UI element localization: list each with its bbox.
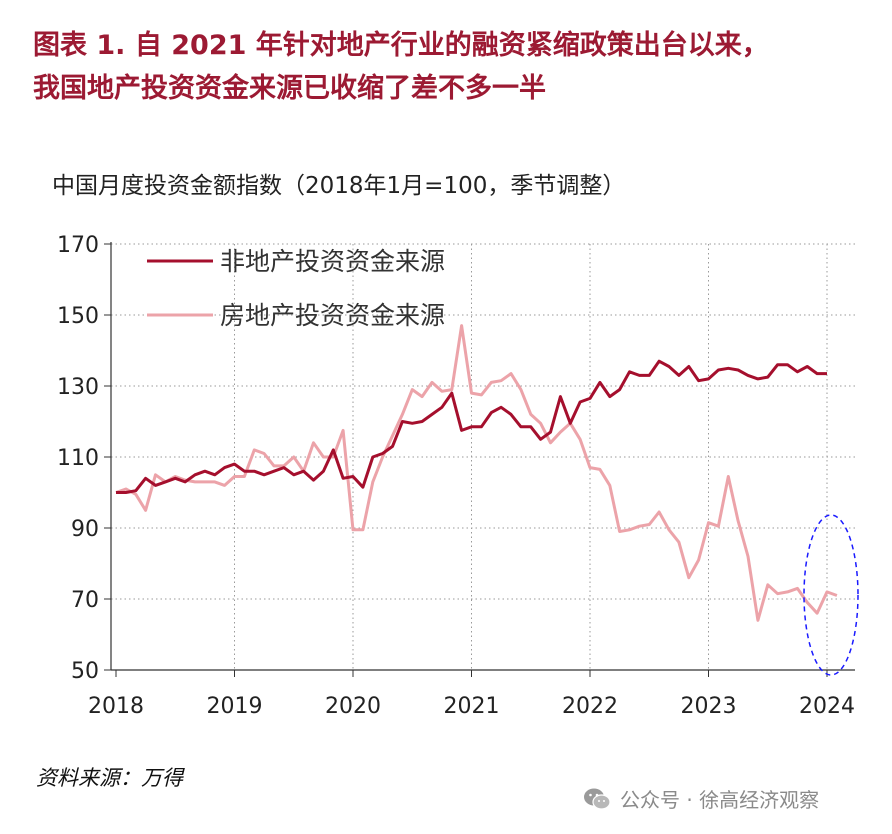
highlight-ellipse	[803, 514, 859, 676]
title-line-1: 图表 1. 自 2021 年针对地产行业的融资紧缩政策出台以来，	[33, 30, 769, 61]
title-line-2: 我国地产投资资金来源已收缩了差不多一半	[33, 73, 546, 104]
y-tick-label: 110	[57, 446, 99, 471]
y-tick-label: 170	[57, 233, 99, 258]
x-tick-label: 2020	[325, 694, 381, 719]
figure-title: 图表 1. 自 2021 年针对地产行业的融资紧缩政策出台以来， 我国地产投资资…	[33, 24, 883, 110]
y-tick-label: 130	[57, 375, 99, 400]
x-tick-label: 2021	[444, 694, 500, 719]
x-tick-label: 2022	[562, 694, 618, 719]
legend-label: 房地产投资资金来源	[220, 301, 445, 330]
y-tick-label: 150	[57, 304, 99, 329]
x-tick-label: 2019	[207, 694, 263, 719]
x-tick-label: 2018	[88, 694, 144, 719]
watermark: 公众号 · 徐高经济观察	[582, 784, 819, 813]
source-note: 资料来源：万得	[36, 766, 183, 790]
y-tick-label: 90	[71, 517, 99, 542]
chart-subtitle: 中国月度投资金额指数（2018年1月=100，季节调整）	[52, 173, 626, 199]
legend-label: 非地产投资资金来源	[220, 247, 445, 276]
watermark-text: 公众号 · 徐高经济观察	[620, 788, 820, 812]
line-chart: 50 70 90 110 130 150 170 2018 2019 2020 2021 2022 20…	[57, 233, 859, 719]
y-tick-label: 70	[71, 588, 99, 613]
x-tick-label: 2023	[681, 694, 737, 719]
wechat-icon	[584, 788, 611, 810]
series-line	[116, 359, 827, 494]
y-tick-label: 50	[71, 659, 99, 684]
series-line	[115, 324, 838, 622]
x-tick-label: 2024	[799, 694, 855, 719]
